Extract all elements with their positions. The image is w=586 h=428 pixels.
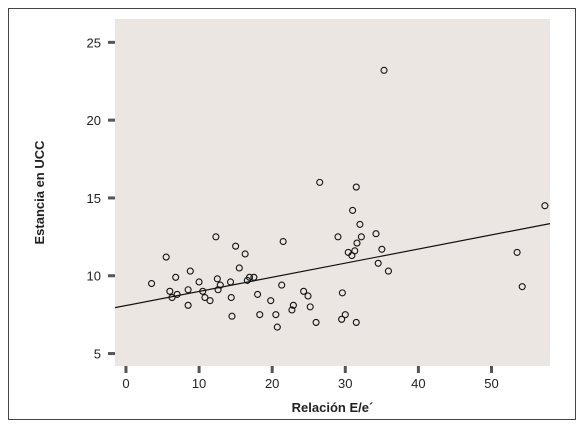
data-point — [250, 273, 258, 281]
data-point — [228, 312, 236, 320]
data-point — [195, 278, 203, 286]
data-point — [380, 66, 388, 74]
data-point — [304, 292, 312, 300]
data-point — [212, 233, 220, 241]
data-point — [289, 301, 297, 309]
plot-area — [115, 19, 550, 366]
data-point — [148, 279, 156, 288]
y-tick-label: 5 — [94, 347, 101, 362]
data-point — [273, 323, 281, 331]
data-point — [173, 290, 181, 298]
y-tick-label: 25 — [87, 35, 101, 50]
data-point — [186, 267, 194, 275]
data-point — [541, 202, 549, 210]
x-tick-label: 30 — [338, 376, 352, 391]
data-point — [356, 220, 364, 228]
data-point — [162, 253, 170, 261]
x-tick-label: 40 — [411, 376, 425, 391]
data-point — [226, 278, 235, 286]
data-point — [338, 289, 346, 297]
x-axis: 0 10 20 30 40 50 — [122, 366, 499, 391]
x-tick-label: 50 — [484, 376, 498, 391]
data-point — [357, 233, 365, 241]
data-point — [351, 247, 359, 255]
data-point — [334, 233, 342, 241]
data-point — [338, 315, 346, 323]
data-point — [513, 248, 521, 256]
data-point — [172, 273, 180, 281]
x-tick-label: 0 — [122, 376, 129, 391]
data-point — [168, 293, 176, 302]
data-point — [232, 242, 240, 250]
data-point — [201, 293, 209, 302]
data-point — [206, 297, 214, 305]
x-axis-title: Relación E/e´ — [292, 400, 374, 415]
y-axis: 5 10 15 20 25 — [87, 35, 115, 362]
data-point — [166, 287, 174, 295]
data-point — [378, 245, 386, 253]
data-point — [267, 297, 275, 305]
data-point — [300, 287, 308, 295]
data-point — [213, 275, 221, 283]
y-tick-label: 15 — [87, 191, 101, 206]
data-point — [352, 318, 360, 326]
data-point — [254, 290, 262, 298]
x-tick-label: 10 — [192, 376, 206, 391]
data-points — [148, 66, 549, 331]
data-point — [312, 318, 320, 326]
data-point — [349, 206, 357, 214]
data-point — [279, 237, 287, 246]
data-point — [216, 281, 224, 289]
data-point — [227, 293, 235, 302]
data-point — [316, 178, 324, 186]
data-point — [374, 259, 382, 267]
data-point — [341, 311, 349, 319]
data-point — [184, 301, 192, 309]
data-point — [278, 281, 286, 289]
x-tick-label: 20 — [265, 376, 279, 391]
data-point — [288, 306, 296, 314]
data-point — [241, 250, 249, 258]
data-point — [306, 303, 314, 311]
y-tick-label: 10 — [87, 269, 101, 284]
y-tick-label: 20 — [87, 113, 101, 128]
data-point — [199, 287, 207, 295]
data-point — [384, 267, 392, 275]
y-axis-title: Estancia en UCC — [32, 140, 47, 245]
data-point — [256, 311, 264, 319]
data-point — [235, 264, 243, 272]
data-point — [518, 283, 526, 291]
data-point — [352, 183, 360, 191]
data-point — [372, 230, 380, 238]
data-point — [245, 273, 254, 281]
data-point — [353, 239, 361, 247]
fit-line — [114, 223, 551, 309]
data-point — [272, 311, 280, 319]
data-point — [184, 286, 192, 294]
